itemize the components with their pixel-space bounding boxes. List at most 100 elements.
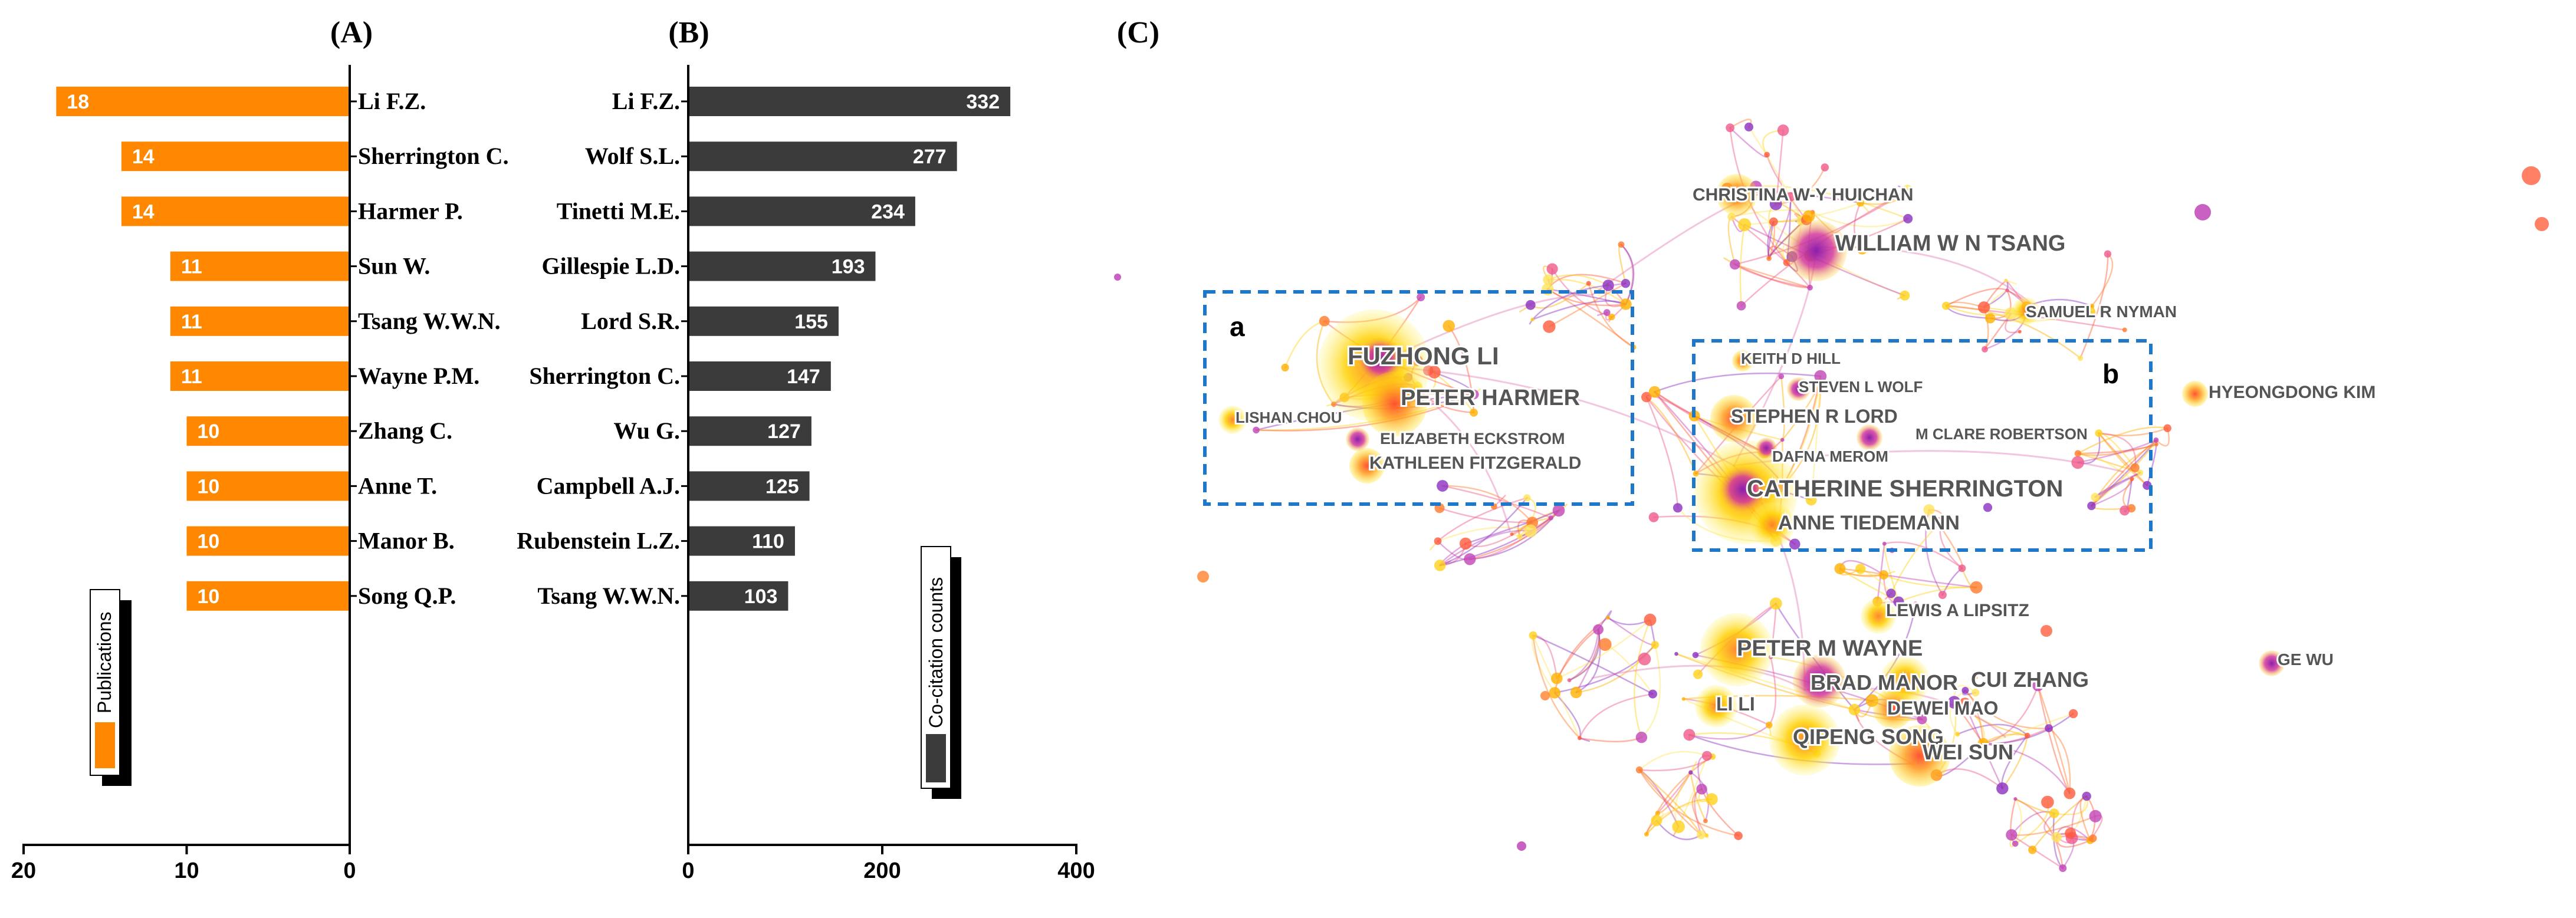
bar-cocitation-li-f-z [688,87,1011,116]
category-label-zhang-c: Zhang C. [358,417,452,444]
network-node-minor [1648,689,1657,699]
bar-publications-song-q-p [186,581,350,611]
data-label-publications: 14 [132,200,155,223]
network-node-minor [1549,687,1560,699]
category-label-wayne-p-m: Wayne P.M. [358,363,479,389]
node-christina [1716,174,1757,215]
network-node-minor [1319,315,1330,327]
network-edge [1734,264,1811,289]
network-node-minor [1923,504,1935,516]
network-node-minor [1641,391,1652,403]
bar-publications-harmer-p [121,196,350,226]
network-node-minor [1958,564,1966,572]
data-label-cocitation: 103 [744,585,778,608]
data-label-cocitation: 110 [752,531,784,553]
network-node-isolated [2522,166,2541,185]
network-edge [1556,619,1651,679]
network-edge [1941,567,1963,596]
network-node-minor [2018,330,2022,334]
panel-b: (B) 332 Li F.Z. 277 Wolf S.L. 234 Tinetti M.E… [517,16,1095,883]
network-node-minor [1941,301,1950,310]
network-node-minor [1674,652,1678,656]
network-node-minor [1434,560,1446,571]
network-edge [1547,288,1627,307]
node-samuel-nyman [2012,297,2040,325]
node-wei-sun [1889,725,1950,787]
network-node-minor [1543,320,1556,333]
network-edge [1568,629,1599,681]
network-node-minor [1789,538,1800,550]
network-node-minor [1621,279,1631,288]
network-node-minor [2089,834,2097,843]
network-node-minor [1802,210,1815,222]
network-node-minor [1651,641,1659,649]
network-node-minor [1552,504,1565,517]
network-node-minor [1696,784,1707,795]
network-edge [1638,769,1702,836]
network-node-isolated [2194,204,2211,221]
network-node-minor [2077,355,2084,361]
network-edge [1734,264,1811,289]
network-node-minor [2045,724,2053,732]
network-node-minor [1857,244,1868,255]
network-edge [1532,284,1609,321]
panel-a-x-tick-label: 20 [11,858,36,883]
category-label-rubenstein-l-z: Rubenstein L.Z. [517,528,680,554]
network-edge [1739,223,1746,307]
network-node-minor [1551,672,1563,685]
network-edge [1547,288,1627,305]
network-node-minor [1972,689,1980,697]
network-edge [1690,771,1707,822]
label-peter-harmer: PETER HARMER [1401,386,1580,410]
label-hyeongdong-kim: HYEONGDONG KIM [2209,383,2375,402]
label-dafna-merom: DAFNA MEROM [1772,448,1888,465]
network-node-minor [1706,793,1718,805]
panel-a-bars: 18 Li F.Z. 14 Sherrington C. 14 Harmer P. 11 Su… [56,87,509,611]
network-node-minor [1834,563,1846,574]
network-edge [2037,685,2071,794]
network-node-minor [1780,437,1785,442]
network-node-minor [2032,680,2044,692]
network-edge [2091,439,2157,507]
network-edge [1554,692,1581,739]
network-node-minor [2004,278,2008,282]
label-lewis-lipsitz: LEWIS A LIPSITZ [1886,601,2029,620]
bar-publications-tsang-w-w-n [170,306,350,336]
network-edge [1982,743,2071,794]
network-node-minor [2091,493,2099,502]
node-elizabeth-eckstrom [1346,427,1369,451]
category-label-sherrington-c: Sherrington C. [358,143,509,169]
panel-a: (A) 18 Li F.Z. 14 Sherrington C. 14 Harmer P.… [11,16,509,883]
network-edge [1690,761,1697,774]
network-node-minor [2087,501,2096,511]
network-node-minor [1638,652,1651,666]
network-node-minor [1593,624,1604,635]
network-node-minor [1578,736,1582,741]
network-edge [1982,713,2074,745]
network-edge [1734,264,1811,289]
network-edge [1945,288,2008,307]
network-edge [1877,542,1885,603]
node-lishan-chou [1218,406,1247,434]
network-node-minor [1764,152,1770,158]
network-edge [1755,185,1909,220]
network-node-minor [1651,815,1662,827]
panel-a-x-tick-label: 0 [343,858,356,883]
network-node-minor [1693,669,1703,679]
network-edge [1588,282,1635,348]
network-edge [1936,768,2003,789]
network-node-minor [2153,437,2159,443]
network-node-minor [1635,766,1643,774]
network-node-minor [1766,722,1773,729]
label-kathleen-fitzgerald: KATHLEEN FITZGERALD [1369,453,1581,473]
network-node-minor [1598,638,1612,651]
network-node-isolated [1114,274,1121,281]
data-label-cocitation: 125 [765,475,799,498]
network-node-minor [1855,564,1866,574]
network-node-minor [1470,409,1478,417]
network-edge [1532,634,1581,739]
network-node-minor [2012,840,2019,847]
network-node-minor [1529,631,1537,640]
node-brad-manor [1793,654,1846,708]
legend-swatch-dark [926,734,946,782]
